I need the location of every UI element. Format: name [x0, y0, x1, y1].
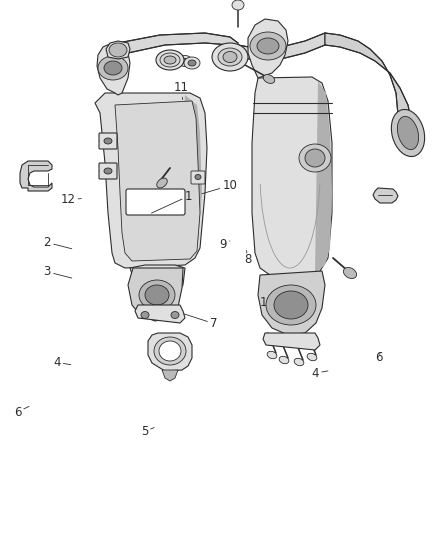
- Ellipse shape: [104, 61, 122, 75]
- Ellipse shape: [164, 56, 176, 64]
- Text: 1: 1: [152, 190, 192, 213]
- Ellipse shape: [141, 311, 149, 319]
- Polygon shape: [238, 33, 325, 61]
- Polygon shape: [135, 305, 185, 323]
- Ellipse shape: [188, 60, 196, 66]
- Polygon shape: [373, 188, 398, 203]
- Ellipse shape: [159, 341, 181, 361]
- Ellipse shape: [307, 353, 317, 361]
- Ellipse shape: [157, 178, 167, 188]
- Ellipse shape: [156, 50, 184, 70]
- Polygon shape: [325, 33, 412, 125]
- Ellipse shape: [232, 0, 244, 10]
- Ellipse shape: [267, 351, 277, 359]
- Text: 11: 11: [173, 82, 188, 100]
- Text: 4: 4: [311, 367, 328, 379]
- Ellipse shape: [266, 285, 316, 325]
- FancyBboxPatch shape: [99, 133, 117, 149]
- Text: 3: 3: [44, 265, 72, 278]
- Text: 5: 5: [141, 425, 154, 438]
- Ellipse shape: [181, 59, 188, 63]
- Polygon shape: [20, 161, 52, 191]
- FancyBboxPatch shape: [99, 163, 117, 179]
- Ellipse shape: [391, 109, 425, 157]
- Text: 12: 12: [60, 193, 81, 206]
- Polygon shape: [118, 33, 238, 53]
- Ellipse shape: [178, 55, 192, 67]
- Text: 6: 6: [375, 351, 383, 364]
- Ellipse shape: [257, 38, 279, 54]
- Polygon shape: [248, 19, 288, 78]
- FancyBboxPatch shape: [191, 171, 205, 184]
- Text: 13: 13: [260, 296, 281, 309]
- Ellipse shape: [279, 356, 289, 364]
- Text: 10: 10: [202, 179, 237, 194]
- Polygon shape: [106, 41, 130, 59]
- Polygon shape: [258, 271, 325, 335]
- Text: 7: 7: [164, 308, 218, 330]
- Text: 9: 9: [219, 238, 230, 251]
- Polygon shape: [315, 81, 332, 273]
- Ellipse shape: [195, 174, 201, 180]
- Ellipse shape: [145, 285, 169, 305]
- Polygon shape: [115, 101, 200, 261]
- Ellipse shape: [294, 358, 304, 366]
- Polygon shape: [252, 77, 332, 275]
- Ellipse shape: [184, 57, 200, 69]
- Ellipse shape: [305, 149, 325, 167]
- Ellipse shape: [263, 75, 275, 84]
- Polygon shape: [128, 268, 183, 321]
- Ellipse shape: [343, 268, 357, 279]
- Ellipse shape: [104, 168, 112, 174]
- Ellipse shape: [171, 311, 179, 319]
- Ellipse shape: [250, 32, 286, 60]
- Polygon shape: [175, 95, 202, 258]
- Ellipse shape: [274, 291, 308, 319]
- Text: 8: 8: [244, 251, 251, 266]
- Polygon shape: [130, 265, 185, 298]
- Polygon shape: [148, 333, 192, 371]
- Polygon shape: [263, 333, 320, 350]
- Ellipse shape: [218, 48, 242, 66]
- Text: 4: 4: [53, 356, 71, 369]
- Text: 6: 6: [14, 406, 29, 418]
- Ellipse shape: [299, 144, 331, 172]
- Ellipse shape: [160, 53, 180, 67]
- Text: 2: 2: [43, 236, 72, 249]
- Ellipse shape: [109, 43, 127, 57]
- Ellipse shape: [154, 337, 186, 365]
- Polygon shape: [162, 370, 178, 381]
- Polygon shape: [95, 93, 207, 268]
- Ellipse shape: [397, 116, 419, 150]
- Ellipse shape: [212, 43, 248, 71]
- Polygon shape: [97, 43, 130, 95]
- Ellipse shape: [223, 52, 237, 62]
- Ellipse shape: [98, 56, 128, 80]
- Ellipse shape: [104, 138, 112, 144]
- FancyBboxPatch shape: [126, 189, 185, 215]
- Ellipse shape: [139, 280, 175, 310]
